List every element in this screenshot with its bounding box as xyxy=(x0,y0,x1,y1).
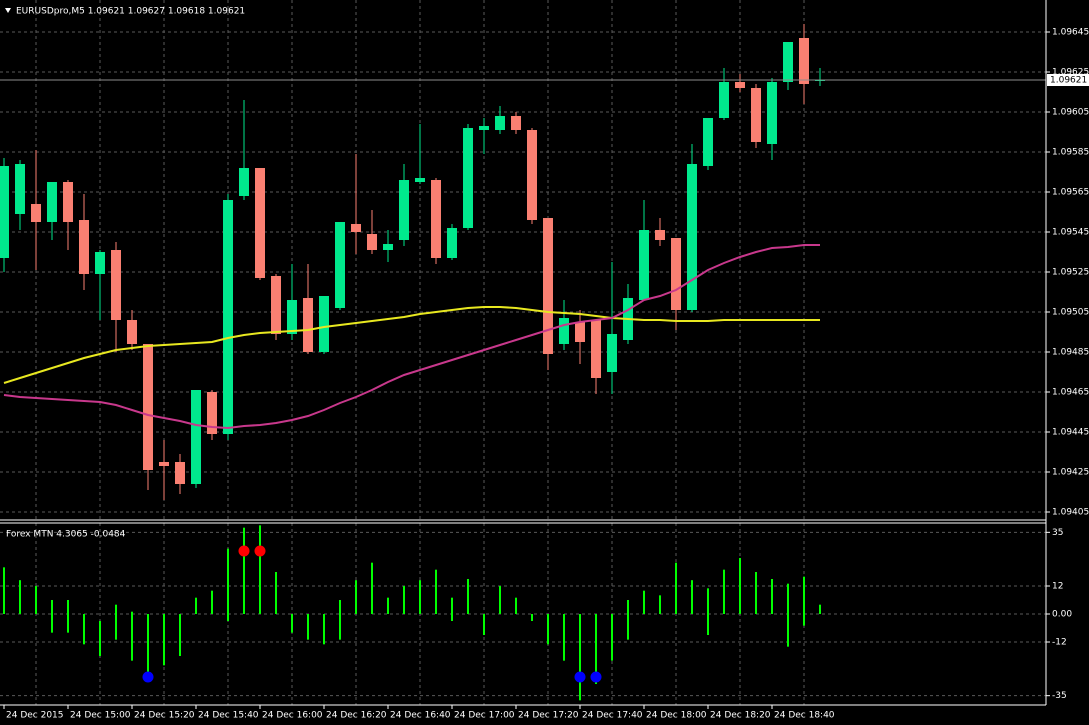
candle-body xyxy=(367,234,377,250)
candle-body xyxy=(351,224,361,232)
candle-body xyxy=(751,88,761,142)
candle-body xyxy=(207,392,217,434)
signal-dot xyxy=(590,671,602,683)
candle-body xyxy=(303,298,313,352)
candle-body xyxy=(447,228,457,258)
candle-body xyxy=(255,168,265,278)
candle-body xyxy=(639,230,649,300)
candle-body xyxy=(543,218,553,354)
y-tick-label: 12 xyxy=(1052,582,1063,592)
candle-body xyxy=(0,166,9,258)
candle-body xyxy=(191,390,201,484)
candle-body xyxy=(735,82,745,88)
moving-average xyxy=(3,306,820,384)
y-tick-label: 1.09625 xyxy=(1052,68,1089,78)
y-tick-label: 35 xyxy=(1052,528,1063,538)
candle-body xyxy=(159,462,169,466)
candle-body xyxy=(95,252,105,274)
candle-body xyxy=(143,344,153,470)
candle-body xyxy=(175,462,185,484)
candle-body xyxy=(671,238,681,310)
y-tick-label: 1.09445 xyxy=(1052,428,1089,438)
candle-body xyxy=(527,130,537,220)
candle-body xyxy=(271,276,281,334)
x-tick-label: 24 Dec 16:00 xyxy=(262,711,323,721)
y-tick-label: 1.09425 xyxy=(1052,468,1089,478)
candle-body xyxy=(559,318,569,344)
candle-body xyxy=(719,82,729,118)
candle-body xyxy=(127,320,137,344)
candle-body xyxy=(655,230,665,240)
x-tick-label: 24 Dec 18:00 xyxy=(646,711,707,721)
y-tick-label: -35 xyxy=(1052,691,1067,701)
title-arrow xyxy=(5,8,11,13)
x-tick-label: 24 Dec 16:20 xyxy=(326,711,387,721)
candle-body xyxy=(687,164,697,310)
moving-average xyxy=(3,244,820,430)
x-tick-label: 24 Dec 17:40 xyxy=(582,711,643,721)
candle-body xyxy=(575,322,585,342)
y-tick-label: 1.09545 xyxy=(1052,228,1089,238)
x-tick-label: 24 Dec 2015 xyxy=(6,711,64,721)
candle-body xyxy=(479,126,489,130)
y-tick-label: 1.09465 xyxy=(1052,388,1089,398)
candle-body xyxy=(47,182,57,222)
candle-body xyxy=(399,180,409,240)
signal-dot xyxy=(238,545,250,557)
candle-body xyxy=(223,200,233,434)
y-tick-label: 1.09645 xyxy=(1052,28,1089,38)
candle-body xyxy=(591,320,601,378)
candle-body xyxy=(495,116,505,130)
candle-body xyxy=(463,128,473,228)
x-tick-label: 24 Dec 17:00 xyxy=(454,711,515,721)
candle-body xyxy=(79,220,89,274)
y-tick-label: -12 xyxy=(1052,638,1067,648)
y-tick-label: 1.09605 xyxy=(1052,108,1089,118)
y-tick-label: 1.09565 xyxy=(1052,188,1089,198)
bid-label: 1.09621 xyxy=(1050,76,1087,86)
candle-body xyxy=(239,168,249,196)
candle-body xyxy=(767,82,777,144)
bid-label-box xyxy=(1047,74,1089,86)
y-tick-label: 1.09525 xyxy=(1052,268,1089,278)
signal-dot xyxy=(574,671,586,683)
candle-body xyxy=(799,38,809,84)
indicator-title: Forex MTN 4.3065 -0.0484 xyxy=(6,530,126,540)
x-tick-label: 24 Dec 17:20 xyxy=(518,711,579,721)
chart-title: EURUSDpro,M5 1.09621 1.09627 1.09618 1.0… xyxy=(16,7,245,17)
signal-dot xyxy=(142,671,154,683)
candle-body xyxy=(319,296,329,352)
y-tick-label: 0.00 xyxy=(1052,610,1072,620)
candle-body xyxy=(63,182,73,222)
x-tick-label: 24 Dec 18:40 xyxy=(774,711,835,721)
candle-body xyxy=(287,300,297,334)
candle-body xyxy=(15,164,25,214)
x-tick-label: 24 Dec 16:40 xyxy=(390,711,451,721)
candle-body xyxy=(783,42,793,82)
candle-body xyxy=(111,250,121,320)
y-tick-label: 1.09405 xyxy=(1052,508,1089,518)
y-tick-label: 1.09505 xyxy=(1052,308,1089,318)
y-tick-label: 1.09585 xyxy=(1052,148,1089,158)
candle-body xyxy=(431,180,441,258)
x-tick-label: 24 Dec 15:00 xyxy=(70,711,131,721)
candle-body xyxy=(511,116,521,130)
candle-body xyxy=(703,118,713,166)
candle-body xyxy=(335,222,345,308)
y-tick-label: 1.09485 xyxy=(1052,348,1089,358)
x-tick-label: 24 Dec 15:20 xyxy=(134,711,195,721)
candle-body xyxy=(607,334,617,372)
candle-body xyxy=(415,178,425,182)
x-tick-label: 24 Dec 15:40 xyxy=(198,711,259,721)
candle-body xyxy=(31,204,41,222)
signal-dot xyxy=(254,545,266,557)
x-tick-label: 24 Dec 18:20 xyxy=(710,711,771,721)
candle-body xyxy=(383,244,393,250)
